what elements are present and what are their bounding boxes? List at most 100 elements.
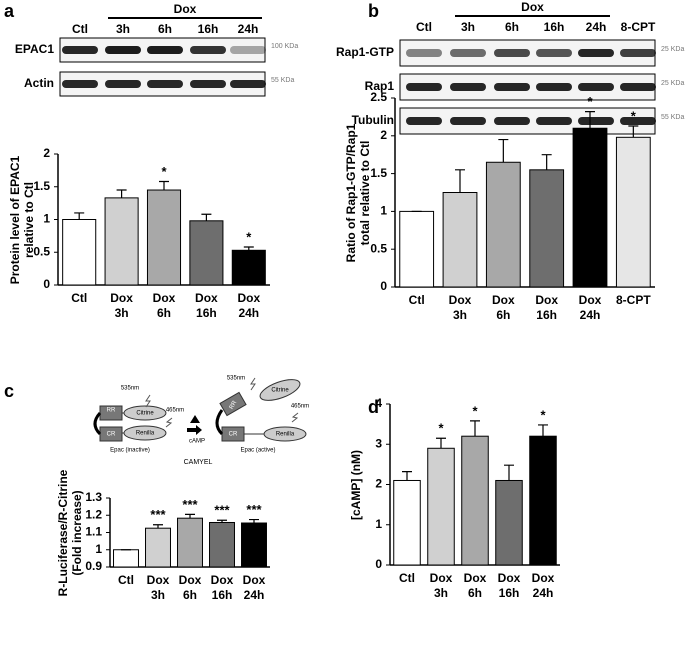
blot-band (406, 49, 442, 57)
blot-band (494, 83, 530, 91)
blot-band (62, 46, 98, 54)
diagram-label: CR (107, 432, 116, 438)
y-tick-label: 1.1 (85, 525, 102, 539)
blot-band (105, 80, 141, 88)
error-bar (185, 513, 195, 519)
lane-label: 16h (198, 22, 219, 36)
bar (572, 127, 608, 288)
x-tick-label: Dox 24h (531, 571, 555, 600)
error-bar (159, 180, 169, 191)
error-bar (74, 212, 85, 220)
bar (529, 435, 557, 566)
panel-letter: a (4, 1, 15, 21)
lane-label: 3h (116, 22, 130, 36)
y-tick-label: 0 (43, 277, 50, 291)
blot-band (578, 49, 614, 57)
error-bar (455, 169, 465, 193)
link (93, 411, 102, 436)
lane-label: 6h (505, 20, 519, 34)
lane-label: 8-CPT (621, 20, 656, 34)
lane-label: Ctl (72, 22, 88, 36)
error-bar (541, 154, 552, 170)
y-tick-label: 0 (375, 557, 382, 571)
row-label: Rap1-GTP (336, 45, 394, 59)
lane-label: 6h (158, 22, 172, 36)
bar (145, 527, 171, 568)
y-axis-label: Ratio of Rap1-GTP/Rap1 total relative to… (344, 123, 372, 262)
y-tick-label: 1.5 (33, 179, 50, 193)
x-tick-label: Dox 16h (497, 571, 521, 600)
significance-label: *** (182, 497, 198, 512)
group-label: Dox (174, 2, 197, 16)
x-tick-label: Dox 24h (578, 293, 602, 322)
y-tick-label: 2 (43, 146, 50, 160)
blot-band (494, 117, 530, 125)
blot-band (105, 46, 141, 54)
marker-label: 100 KDa (271, 43, 298, 50)
diagram-label: RR (229, 399, 239, 410)
x-tick-label: Dox 3h (429, 571, 453, 600)
blot-band (536, 83, 572, 91)
lane-label: 16h (544, 20, 565, 34)
error-bar (243, 246, 254, 251)
y-tick-label: 1 (95, 542, 102, 556)
significance-label: *** (150, 507, 166, 522)
error-bar (153, 524, 163, 529)
marker-label: 25 KDa (661, 80, 684, 87)
bar (442, 192, 478, 288)
x-tick-label: Dox 6h (491, 293, 515, 322)
blot-band (620, 49, 656, 57)
significance-label: * (246, 229, 252, 244)
bar (189, 220, 224, 286)
x-tick-label: Dox 6h (178, 573, 202, 602)
rr-box (219, 391, 247, 417)
group-label: Dox (521, 0, 544, 14)
significance-label: * (438, 421, 444, 436)
blot-band (190, 80, 226, 88)
blot-band (494, 49, 530, 57)
error-bar (498, 138, 509, 163)
lane-label: 3h (461, 20, 475, 34)
y-axis-label: R-Luciferase/R-Citrine (Fold increase) (56, 469, 84, 596)
y-axis-label: [cAMP] (nM) (349, 449, 363, 520)
y-tick-label: 3 (375, 436, 382, 450)
diagram-label: CR (229, 432, 238, 438)
panel-letter: b (368, 1, 379, 21)
row-label: Actin (24, 76, 54, 90)
bar (113, 549, 139, 568)
error-bar (201, 213, 212, 221)
x-tick-label: Ctl (118, 573, 134, 587)
diagram-label: cAMP (189, 439, 205, 445)
bar (495, 479, 523, 566)
lane-label: 24h (238, 22, 259, 36)
emission-bolt (250, 377, 256, 391)
diagram-label: 535nm (121, 386, 139, 392)
row-label: Rap1 (365, 79, 395, 93)
panel-letter: d (368, 397, 379, 417)
blot-band (450, 117, 486, 125)
excitation-bolt (165, 417, 173, 428)
emission-bolt (145, 394, 151, 408)
bar (427, 447, 455, 566)
blot-band (406, 83, 442, 91)
x-tick-label: Dox 6h (152, 291, 176, 320)
y-tick-label: 1 (380, 204, 387, 218)
bar (104, 197, 139, 286)
significance-label: *** (246, 502, 262, 517)
blot-band (620, 117, 656, 125)
bar (241, 522, 267, 568)
lane-label: 24h (586, 20, 607, 34)
citrine-shape (259, 379, 301, 401)
y-tick-label: 0.5 (33, 244, 50, 258)
blot-band (578, 117, 614, 125)
marker-label: 55 KDa (661, 114, 684, 121)
y-tick-label: 0 (380, 279, 387, 293)
blot-band (62, 80, 98, 88)
y-tick-label: 2 (375, 477, 382, 491)
x-tick-label: Dox 3h (146, 573, 170, 602)
y-tick-label: 1.3 (85, 490, 102, 504)
bar (62, 219, 97, 286)
x-tick-label: Ctl (71, 291, 88, 305)
